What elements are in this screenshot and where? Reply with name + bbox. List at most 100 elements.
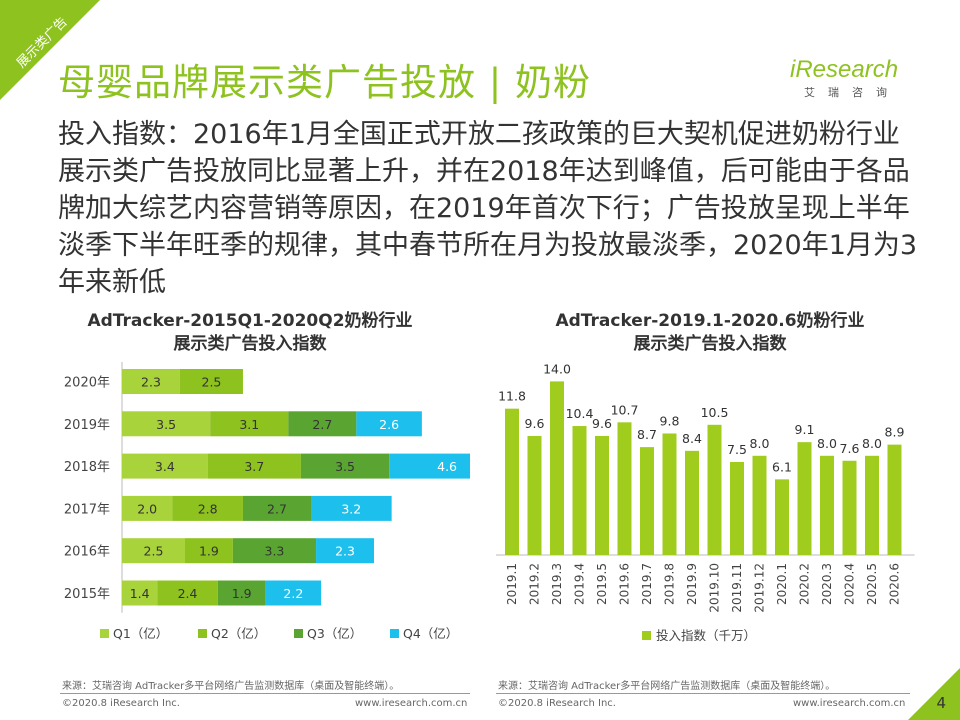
left-chart-value-label: 1.9 bbox=[199, 544, 219, 559]
left-chart-value-label: 1.9 bbox=[232, 586, 252, 601]
left-chart-legend-label: Q2（亿） bbox=[211, 626, 266, 641]
left-chart-value-label: 2.5 bbox=[202, 375, 222, 390]
left-chart-bar-segment bbox=[122, 538, 185, 564]
left-chart-value-label: 3.7 bbox=[244, 459, 264, 474]
left-chart-value-label: 3.5 bbox=[335, 459, 355, 474]
left-chart-bar-segment bbox=[179, 369, 243, 394]
right-chart-category-label: 2019.1 bbox=[505, 563, 519, 605]
left-chart-category-label: 2019年 bbox=[64, 418, 110, 433]
right-chart-bar bbox=[550, 381, 564, 555]
left-chart-value-label: 2.4 bbox=[178, 586, 198, 601]
right-chart-bar bbox=[572, 426, 587, 555]
left-chart-bar-segment bbox=[311, 495, 392, 521]
right-chart-bar bbox=[865, 455, 879, 555]
left-chart-title-line1: AdTracker-2015Q1-2020Q2奶粉行业 bbox=[87, 311, 413, 331]
right-chart-value-label: 10.4 bbox=[566, 406, 594, 421]
corner-banner bbox=[0, 0, 100, 100]
left-chart-bar-segment bbox=[122, 580, 158, 606]
left-chart-value-label: 3.2 bbox=[341, 501, 361, 516]
right-chart-category-label: 2019.6 bbox=[618, 563, 632, 605]
right-chart-category-label: 2019.3 bbox=[550, 563, 564, 605]
left-chart-value-label: 2.7 bbox=[267, 501, 287, 516]
right-chart-value-label: 7.6 bbox=[840, 441, 860, 456]
left-chart-legend-label: Q1（亿） bbox=[113, 626, 168, 641]
left-chart-value-label: 2.3 bbox=[335, 544, 355, 559]
right-chart-title-line2: 展示类广告投入指数 bbox=[633, 334, 787, 354]
right-chart-category-label: 2019.12 bbox=[753, 563, 767, 613]
left-chart-bar-segment bbox=[217, 580, 266, 606]
right-chart-title: AdTracker-2019.1-2020.6奶粉行业 展示类广告投入指数 bbox=[490, 310, 930, 356]
left-chart-bar-segment bbox=[157, 580, 218, 606]
right-chart-bar bbox=[617, 422, 632, 555]
left-chart-value-label: 2.7 bbox=[312, 417, 332, 432]
left-chart-value-label: 2.6 bbox=[379, 417, 399, 432]
right-chart-value-label: 9.1 bbox=[795, 422, 815, 437]
left-chart-category-label: 2015年 bbox=[64, 587, 110, 602]
right-chart-bar bbox=[527, 435, 542, 555]
right-chart-value-label: 9.6 bbox=[592, 416, 612, 431]
left-chart-value-label: 2.2 bbox=[283, 586, 303, 601]
left-chart-value-label: 3.4 bbox=[155, 459, 175, 474]
right-chart-category-label: 2019.7 bbox=[640, 563, 654, 605]
left-chart-value-label: 2.8 bbox=[198, 501, 218, 516]
left-chart-bar-segment bbox=[300, 453, 390, 479]
left-chart-legend-label: Q3（亿） bbox=[307, 626, 362, 641]
right-chart-bar bbox=[887, 444, 902, 555]
right-chart-category-label: 2020.5 bbox=[865, 563, 879, 605]
right-chart-category-label: 2019.11 bbox=[730, 563, 744, 613]
left-chart-value-label: 3.5 bbox=[156, 417, 176, 432]
left-chart-legend-label: Q4（亿） bbox=[403, 626, 458, 641]
left-chart-title: AdTracker-2015Q1-2020Q2奶粉行业 展示类广告投入指数 bbox=[40, 310, 460, 356]
right-source-note: 来源：艾瑞咨询 AdTracker多平台网络广告监测数据库（桌面及智能终端）。 bbox=[498, 681, 836, 692]
left-chart-value-label: 3.1 bbox=[239, 417, 259, 432]
left-footer-divider bbox=[60, 693, 470, 694]
right-chart-bar bbox=[505, 408, 519, 555]
corner-accent bbox=[908, 668, 960, 720]
right-chart-value-label: 8.4 bbox=[682, 431, 702, 446]
left-chart-category-label: 2020年 bbox=[64, 376, 110, 391]
page-number: 4 bbox=[936, 694, 946, 712]
description-text: 投入指数：2016年1月全国正式开放二孩政策的巨大契机促进奶粉行业展示类广告投放… bbox=[58, 119, 918, 298]
right-chart-legend-swatch bbox=[642, 631, 651, 640]
left-chart-legend-swatch bbox=[100, 629, 109, 638]
left-chart-value-label: 2.3 bbox=[141, 375, 161, 390]
right-chart-value-label: 8.0 bbox=[817, 436, 837, 451]
right-chart-bar bbox=[730, 462, 744, 555]
right-chart-category-label: 2020.3 bbox=[820, 563, 834, 605]
logo-sub-text: 艾瑞咨询 bbox=[804, 86, 900, 99]
left-chart-category-label: 2018年 bbox=[64, 460, 110, 475]
left-website: www.iresearch.com.cn bbox=[355, 698, 468, 709]
left-chart-bar-segment bbox=[242, 495, 311, 521]
right-chart-value-label: 10.7 bbox=[611, 402, 639, 417]
right-chart-category-label: 2020.1 bbox=[775, 563, 789, 605]
right-chart-category-label: 2019.4 bbox=[573, 563, 587, 605]
left-chart-value-label: 2.0 bbox=[137, 501, 157, 516]
right-chart-value-label: 8.9 bbox=[885, 425, 905, 440]
logo-main-text: iResearch bbox=[790, 56, 899, 83]
left-chart-value-label: 3.3 bbox=[265, 544, 285, 559]
right-chart-category-label: 2019.9 bbox=[685, 563, 699, 605]
left-chart-bar-segment bbox=[122, 453, 208, 479]
left-chart-bar-segment bbox=[207, 453, 301, 479]
left-chart-legend-swatch bbox=[198, 629, 207, 638]
right-chart-bar bbox=[820, 455, 834, 555]
left-chart-category-label: 2017年 bbox=[64, 502, 110, 517]
right-chart-value-label: 6.1 bbox=[772, 459, 792, 474]
right-chart-title-line1: AdTracker-2019.1-2020.6奶粉行业 bbox=[555, 311, 865, 331]
left-chart-bar-segment bbox=[356, 411, 422, 437]
left-chart-title-line2: 展示类广告投入指数 bbox=[173, 334, 327, 354]
iresearch-logo: iResearch 艾瑞咨询 bbox=[790, 56, 900, 100]
right-chart-value-label: 14.0 bbox=[543, 361, 571, 376]
left-chart-bar-segment bbox=[122, 495, 173, 521]
right-footer-divider bbox=[496, 693, 910, 694]
page-title: 母婴品牌展示类广告投放 | 奶粉 bbox=[58, 61, 591, 104]
right-chart-value-label: 10.5 bbox=[701, 405, 729, 420]
left-chart-bar-segment bbox=[316, 538, 374, 564]
left-chart-bar-segment bbox=[122, 369, 180, 394]
right-chart-bar bbox=[775, 479, 789, 555]
right-bar-chart: 11.8 2019.1 9.6 2019.2 14.0 2019.3 10.4 2019.4 9… bbox=[496, 361, 915, 643]
left-chart-bar-segment bbox=[389, 453, 470, 479]
right-chart-value-label: 7.5 bbox=[727, 442, 747, 457]
right-chart-category-label: 2020.6 bbox=[888, 563, 902, 605]
right-chart-bar bbox=[842, 460, 857, 555]
